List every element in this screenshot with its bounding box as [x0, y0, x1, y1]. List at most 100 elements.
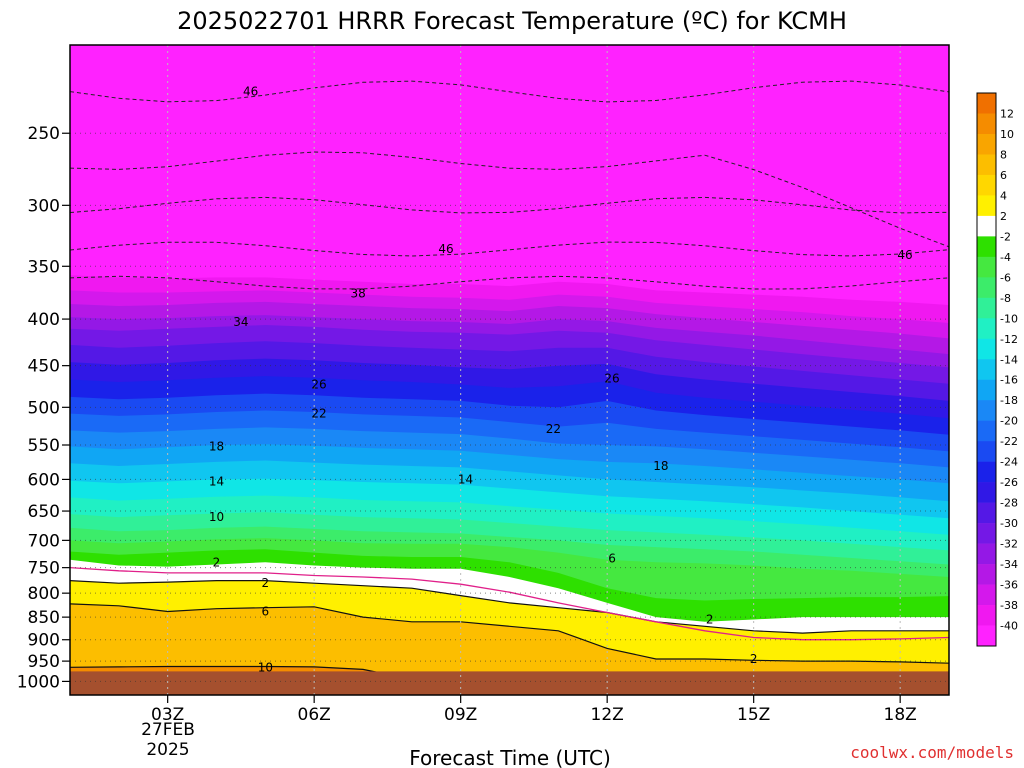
colorbar-label-8: -6	[1000, 271, 1011, 284]
colorbar-label-7: -4	[1000, 251, 1011, 264]
colorbar-swatch-10	[977, 297, 996, 319]
ground-fill	[70, 671, 949, 695]
colorbar-swatch-25	[977, 605, 996, 626]
colorbar-swatch-21	[977, 523, 996, 544]
colorbar-swatch-8	[977, 256, 996, 278]
temperature-fill	[70, 45, 949, 695]
colorbar-swatch-17	[977, 441, 996, 462]
credit-link[interactable]: coolwx.com/models	[850, 743, 1014, 762]
colorbar-swatch-1	[977, 113, 996, 135]
colorbar-label-18: -26	[1000, 476, 1018, 489]
y-tick-label-850: 850	[28, 608, 60, 628]
y-axis: 250 300 350 400 450 500 550 600 650 700 750 800 850 9…	[17, 124, 70, 692]
colorbar-swatch-23	[977, 564, 996, 585]
y-tick-label-950: 950	[28, 652, 60, 672]
isotherm-6	[70, 603, 949, 664]
colorbar-frame	[976, 92, 997, 647]
grid-lines	[70, 45, 949, 695]
colorbar-label-14: -18	[1000, 394, 1018, 407]
colorbar-label-23: -36	[1000, 579, 1018, 592]
contour-label-17: 6	[262, 605, 270, 619]
y-tick-label-300: 300	[28, 196, 60, 216]
x-tick-label-15Z: 15Z	[737, 705, 770, 725]
colorbar-swatch-22	[977, 543, 996, 565]
contour-label-13: 10	[209, 510, 224, 524]
colorbar-label-3: 6	[1000, 169, 1007, 182]
contour-label-19: 2	[750, 652, 758, 666]
colorbar-swatch-14	[977, 379, 996, 401]
x-axis: 03Z 06Z 09Z 12Z 15Z 18Z	[151, 695, 917, 725]
x-axis-title: Forecast Time (UTC)	[409, 746, 611, 768]
colorbar-swatch-24	[977, 584, 996, 606]
y-tick-label-650: 650	[28, 502, 60, 522]
colorbar-swatch-11	[977, 318, 996, 340]
colorbar-label-25: -40	[1000, 620, 1018, 633]
colorbar-label-16: -22	[1000, 435, 1018, 448]
contour-label-1: 46	[438, 242, 453, 256]
colorbar-label-10: -10	[1000, 312, 1018, 325]
contour-label-20: 10	[258, 660, 273, 674]
contour-label-14: 6	[608, 552, 616, 566]
y-tick-label-550: 550	[28, 436, 60, 456]
contour-label-6: 26	[604, 372, 619, 386]
colorbar-label-9: -8	[1000, 292, 1011, 305]
colorbar-swatch-4	[977, 174, 996, 196]
colorbar-label-13: -16	[1000, 374, 1018, 387]
contour-label-9: 18	[209, 439, 224, 453]
colorbar-swatch-0	[977, 93, 996, 114]
y-tick-label-350: 350	[28, 257, 60, 277]
contour-label-12: 14	[458, 472, 473, 486]
contour-label-3: 38	[350, 287, 365, 301]
colorbar-legend: 12 10 8 6 4 2 -2 -4 -6 -8 -10 -12 -14 -16 -18 -20 -22 -24…	[976, 92, 1018, 647]
x-date-label: 27FEB	[141, 720, 195, 740]
colorbar-swatch-13	[977, 359, 996, 381]
y-tick-label-450: 450	[28, 357, 60, 377]
contour-label-16: 2	[262, 576, 270, 590]
y-tick-label-400: 400	[28, 310, 60, 330]
y-tick-label-800: 800	[28, 584, 60, 604]
isotherm-upper-2	[70, 196, 949, 214]
isotherm-2	[70, 580, 949, 634]
isotherm-upper-1	[70, 151, 949, 248]
colorbar-swatch-12	[977, 338, 996, 360]
colorbar-swatch-18	[977, 461, 996, 483]
colorbar-swatch-26	[977, 625, 996, 647]
contour-label-15: 2	[213, 555, 221, 569]
x-tick-label-18Z: 18Z	[884, 705, 917, 725]
x-tick-label-12Z: 12Z	[591, 705, 624, 725]
ground-layer	[70, 671, 949, 695]
y-tick-label-1000: 1000	[17, 672, 60, 692]
contour-label-2: 46	[897, 248, 912, 262]
colorbar-label-15: -20	[1000, 415, 1018, 428]
colorbar-label-21: -32	[1000, 538, 1018, 551]
colorbar-swatch-5	[977, 195, 996, 217]
y-tick-label-750: 750	[28, 559, 60, 579]
contour-label-7: 22	[311, 407, 326, 421]
colorbar-label-2: 8	[1000, 148, 1007, 161]
chart-title: 2025022701 HRRR Forecast Temperature (ºC…	[177, 7, 847, 35]
colorbar-label-5: 2	[1000, 210, 1007, 223]
colorbar-label-1: 10	[1000, 128, 1014, 141]
isotherm-0	[70, 566, 949, 641]
isotherm-upper-0	[70, 80, 949, 103]
colorbar-swatch-16	[977, 420, 996, 442]
colorbar-label-0: 12	[1000, 107, 1014, 120]
colorbar-swatch-7	[977, 236, 996, 258]
colorbar-label-24: -38	[1000, 599, 1018, 612]
x-tick-label-06Z: 06Z	[298, 705, 331, 725]
contour-label-10: 18	[653, 459, 668, 473]
contour-label-5: 26	[311, 378, 326, 392]
y-tick-label-250: 250	[28, 124, 60, 144]
colorbar-label-4: 4	[1000, 189, 1007, 202]
colorbar-swatch-9	[977, 277, 996, 299]
colorbar-swatch-15	[977, 400, 996, 422]
colorbar-label-19: -28	[1000, 497, 1018, 510]
colorbar-swatch-19	[977, 482, 996, 503]
y-tick-label-700: 700	[28, 531, 60, 551]
x-tick-label-09Z: 09Z	[444, 705, 477, 725]
contour-label-0: 46	[243, 85, 258, 99]
colorbar-swatch-20	[977, 502, 996, 524]
x-year-label: 2025	[146, 740, 189, 760]
